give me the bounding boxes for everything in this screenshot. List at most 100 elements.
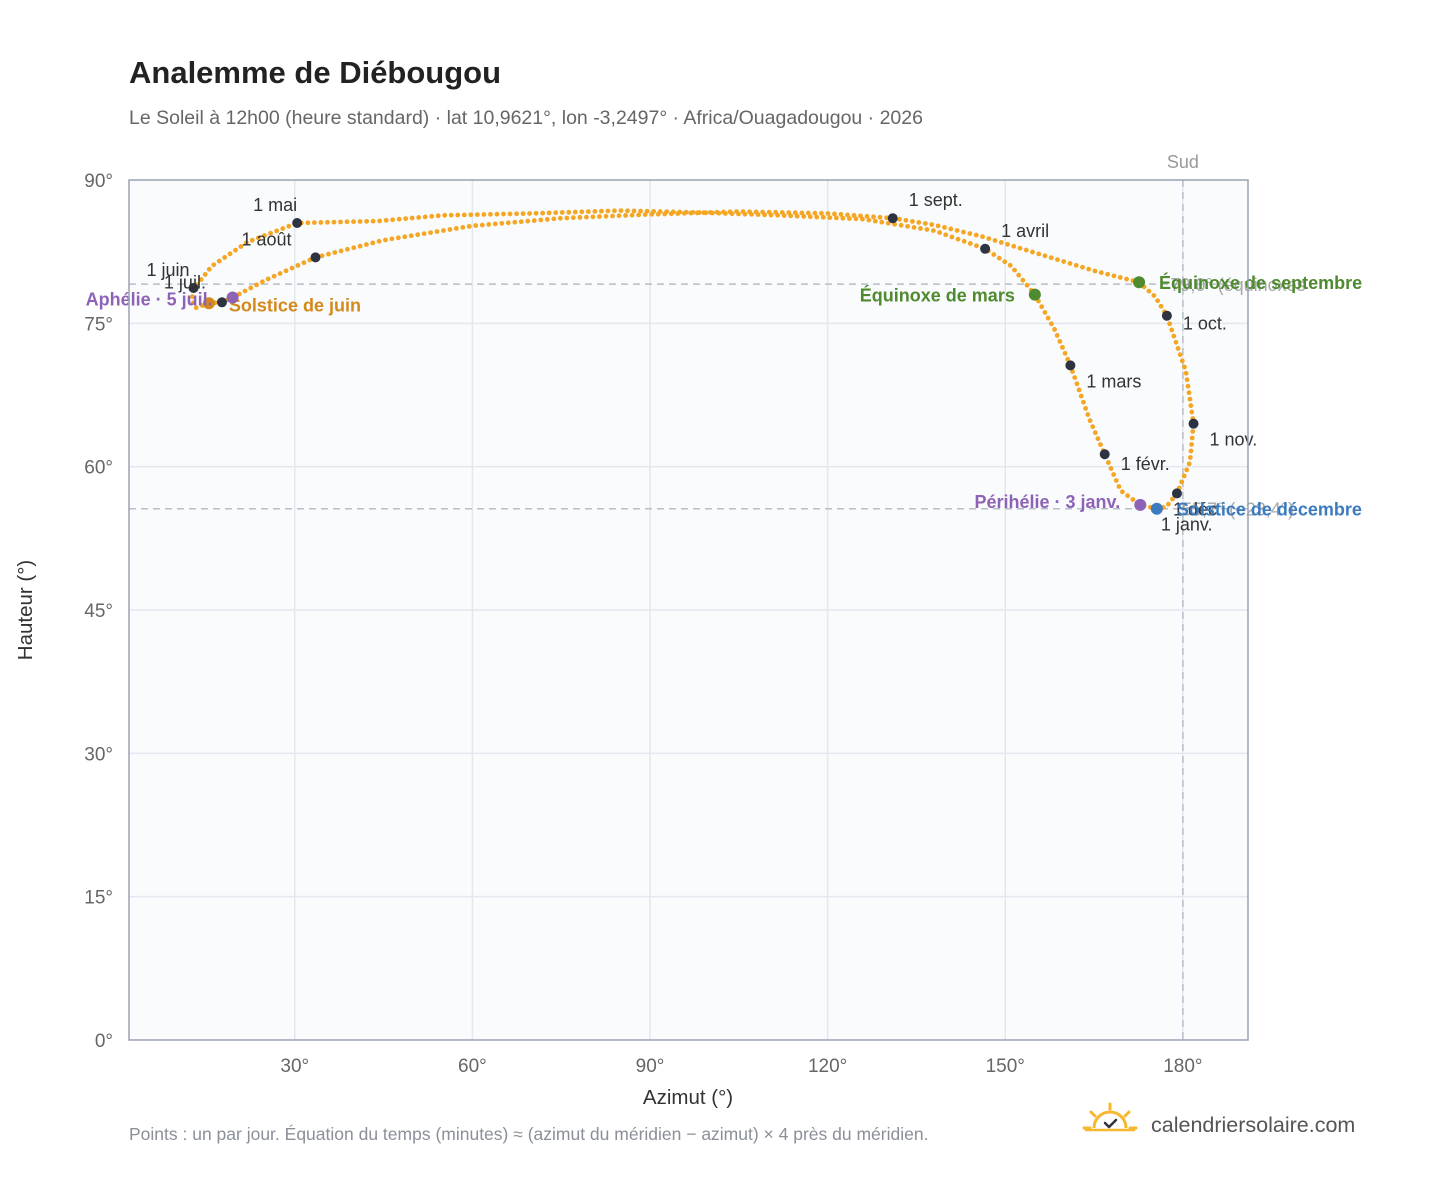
daily-position-dot — [807, 214, 813, 220]
daily-position-dot — [254, 282, 259, 288]
daily-position-dot — [612, 208, 617, 214]
daily-position-dot — [935, 223, 941, 229]
daily-position-dot — [681, 210, 687, 216]
daily-position-dot — [473, 223, 479, 228]
y-tick-label: 15° — [84, 888, 113, 909]
daily-position-dot — [468, 212, 474, 218]
daily-position-dot — [501, 211, 506, 217]
daily-position-dot — [1072, 375, 1078, 381]
daily-position-dot — [499, 220, 505, 226]
event-marker — [226, 291, 239, 304]
month-marker — [1161, 310, 1172, 321]
daily-position-dot — [351, 219, 356, 225]
daily-position-dot — [845, 212, 850, 218]
daily-position-dot — [421, 231, 427, 237]
daily-position-dot — [1011, 243, 1017, 249]
daily-position-dot — [1181, 473, 1187, 479]
daily-position-dot — [441, 228, 446, 233]
daily-position-dot — [1186, 390, 1192, 396]
daily-position-dot — [520, 211, 526, 217]
event-label: Solstice de juin — [229, 295, 361, 315]
daily-position-dot — [202, 272, 208, 277]
daily-position-dot — [262, 233, 267, 238]
daily-position-dot — [1062, 350, 1068, 356]
daily-position-dot — [1030, 249, 1035, 255]
daily-position-dot — [766, 209, 772, 215]
altitude-reference-label: 79,0° (équinoxes — [1170, 275, 1305, 295]
daily-position-dot — [198, 277, 204, 282]
daily-position-dot — [820, 214, 826, 220]
daily-position-dot — [1036, 251, 1042, 257]
x-tick-label: 60° — [458, 1056, 487, 1077]
daily-position-dot — [638, 208, 643, 214]
daily-position-dot — [193, 305, 199, 311]
daily-position-dot — [1016, 272, 1022, 278]
daily-position-dot — [1170, 496, 1175, 502]
daily-position-dot — [760, 209, 766, 215]
daily-position-dot — [242, 288, 248, 294]
daily-position-dot — [851, 212, 857, 218]
daily-position-dot — [877, 214, 883, 220]
x-tick-label: 90° — [636, 1056, 665, 1077]
month-marker — [980, 243, 991, 254]
daily-position-dot — [649, 211, 655, 217]
daily-position-dot — [721, 209, 726, 215]
daily-position-dot — [943, 232, 949, 238]
daily-position-dot — [507, 211, 513, 217]
grid — [129, 180, 1248, 1040]
brand-logo: calendriersolaire.com — [1082, 1102, 1355, 1137]
daily-position-dot — [942, 224, 947, 230]
daily-position-dot — [1017, 245, 1023, 251]
daily-position-dot — [1186, 461, 1192, 467]
daily-position-dot — [211, 262, 217, 268]
daily-position-dot — [814, 214, 820, 220]
daily-position-dot — [233, 247, 238, 253]
daily-position-dot — [998, 240, 1004, 245]
daily-position-dot — [1125, 493, 1131, 499]
daily-position-dot — [572, 209, 578, 215]
x-tick-label: 180° — [1163, 1056, 1202, 1077]
daily-position-dot — [395, 235, 401, 241]
chart-subtitle: Le Soleil à 12h00 (heure standard) · lat… — [129, 107, 923, 129]
daily-position-dot — [564, 215, 570, 221]
daily-position-dot — [479, 222, 485, 228]
daily-position-dot — [918, 226, 923, 231]
daily-position-dot — [694, 210, 700, 216]
month-marker — [310, 252, 321, 263]
daily-position-dot — [930, 228, 936, 233]
daily-position-dot — [1146, 288, 1152, 294]
daily-position-dot — [222, 255, 228, 260]
month-marker — [188, 282, 199, 293]
daily-position-dot — [655, 211, 661, 217]
daily-position-dot — [1111, 472, 1117, 477]
daily-position-dot — [319, 253, 325, 259]
event-marker — [1150, 502, 1163, 515]
daily-position-dot — [1117, 275, 1123, 280]
daily-position-dot — [714, 209, 720, 215]
daily-position-dot — [1179, 479, 1185, 485]
x-tick-label: 150° — [986, 1056, 1025, 1077]
daily-position-dot — [494, 211, 500, 217]
daily-position-dot — [1105, 271, 1111, 277]
plot-frame — [128, 179, 1249, 1041]
daily-position-dot — [623, 213, 628, 218]
daily-position-dot — [1007, 262, 1013, 268]
daily-position-dot — [461, 212, 467, 218]
daily-position-dot — [1023, 247, 1029, 253]
daily-position-dot — [577, 215, 583, 220]
month-marker-label: 1 déc. — [1173, 499, 1222, 519]
daily-position-dot — [967, 231, 973, 236]
daily-position-dot — [1024, 282, 1030, 288]
daily-position-dot — [1078, 393, 1084, 399]
daily-position-dot — [505, 220, 511, 226]
daily-position-dot — [422, 214, 428, 220]
daily-position-dot — [376, 238, 382, 244]
daily-position-dot — [1087, 418, 1093, 424]
daily-position-dot — [295, 263, 301, 268]
daily-position-dot — [1151, 293, 1157, 298]
daily-position-dot — [872, 218, 878, 224]
daily-position-dot — [216, 258, 222, 264]
daily-position-dot — [512, 219, 518, 225]
event-marker — [1028, 288, 1041, 301]
daily-position-dot — [911, 224, 917, 230]
